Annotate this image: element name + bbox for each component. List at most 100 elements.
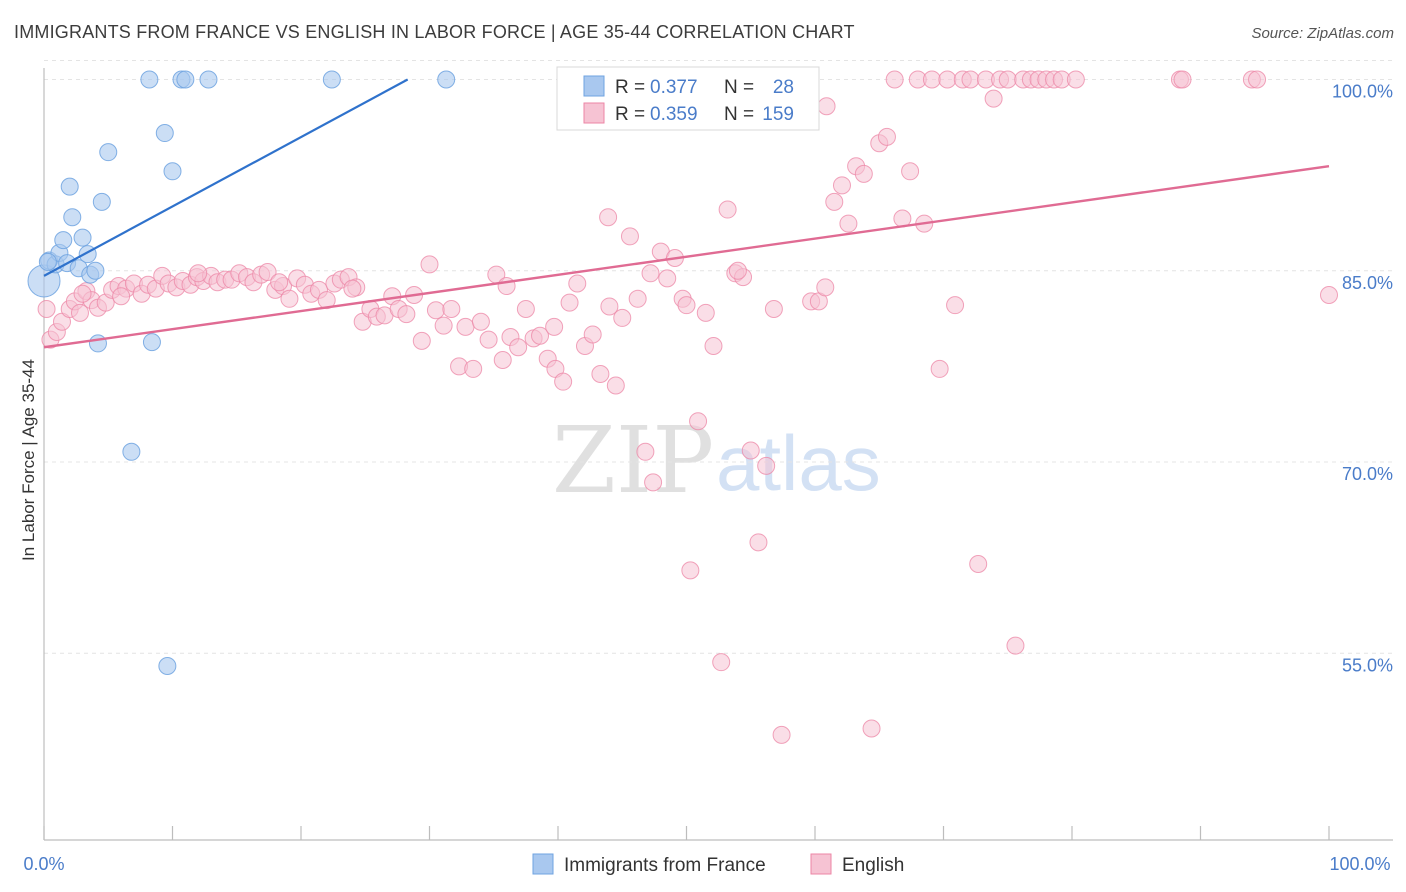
france-point	[155, 124, 174, 143]
english-point	[677, 296, 696, 315]
legend-r-label-1: R =	[615, 77, 645, 98]
y-tick-label: 85.0%	[1342, 273, 1393, 293]
france-point	[73, 228, 92, 247]
english-point	[998, 70, 1017, 89]
english-point	[545, 317, 564, 336]
legend-r-value-1: 0.377	[650, 77, 698, 98]
english-point	[442, 300, 461, 318]
english-point	[1066, 70, 1085, 89]
series-legend-label-english: English	[842, 855, 904, 876]
svg-text:atlas: atlas	[716, 419, 881, 507]
english-point	[270, 273, 289, 292]
english-point	[839, 214, 858, 233]
english-point	[397, 305, 416, 324]
legend-swatch-france	[583, 75, 605, 97]
english-point	[426, 301, 445, 320]
english-point	[456, 317, 475, 336]
english-point	[73, 284, 92, 303]
english-point	[583, 325, 602, 344]
english-point	[946, 296, 965, 315]
watermark: ZIP atlas	[552, 407, 881, 514]
english-point	[343, 279, 362, 298]
english-point	[922, 70, 941, 89]
series-legend-swatch-english	[810, 853, 832, 875]
france-point	[60, 177, 79, 196]
english-point	[420, 255, 439, 274]
france-point	[163, 162, 182, 181]
english-point	[816, 278, 835, 297]
x-tick-label-end: 100.0%	[1329, 854, 1390, 874]
france-point	[199, 70, 218, 89]
english-point	[37, 300, 56, 318]
france-point	[176, 70, 195, 89]
english-point	[1173, 70, 1192, 89]
english-point	[600, 297, 619, 316]
english-point	[112, 287, 131, 306]
france-point	[140, 70, 159, 89]
english-point	[599, 208, 618, 227]
france-point	[88, 334, 107, 353]
gridlines	[44, 60, 1393, 654]
y-tick-label: 55.0%	[1342, 655, 1393, 675]
france-point	[122, 442, 141, 461]
svg-text:ZIP: ZIP	[552, 407, 714, 514]
stats-legend: R = 0.377 N = 28 R = 0.359 N = 159	[556, 66, 820, 131]
english-point	[832, 176, 851, 195]
english-point	[764, 300, 783, 318]
france-point	[63, 208, 82, 227]
english-point	[70, 303, 89, 322]
france-point	[142, 333, 161, 352]
english-point	[825, 192, 844, 211]
english-points	[37, 70, 1338, 744]
english-point	[877, 127, 896, 146]
english-point	[718, 200, 737, 219]
english-point	[509, 338, 528, 357]
english-point	[854, 164, 873, 183]
series-legend-swatch-france	[532, 853, 554, 875]
english-point	[772, 725, 791, 744]
france-point	[38, 252, 57, 271]
english-point	[568, 274, 587, 293]
series-legend: Immigrants from France English	[532, 853, 904, 876]
france-trendline	[43, 78, 409, 277]
english-point	[628, 289, 647, 308]
source-label: Source: ZipAtlas.com	[1251, 25, 1394, 42]
legend-n-label-2: N =	[724, 104, 754, 125]
english-point	[885, 70, 904, 89]
english-point	[681, 561, 700, 580]
english-point	[984, 89, 1003, 108]
english-point	[1006, 636, 1025, 655]
english-point	[531, 326, 550, 345]
english-point	[749, 533, 768, 552]
france-point	[99, 143, 118, 162]
english-point	[620, 227, 639, 246]
english-point	[606, 376, 625, 395]
english-point	[464, 359, 483, 378]
english-point	[728, 261, 747, 280]
trendlines	[43, 78, 1330, 349]
english-point	[961, 70, 980, 89]
legend-n-label-1: N =	[724, 77, 754, 98]
y-tick-labels: 55.0% 70.0% 85.0% 100.0%	[1332, 82, 1393, 676]
france-point	[158, 657, 177, 675]
english-point	[591, 365, 610, 384]
english-point	[189, 264, 208, 283]
english-point	[636, 442, 655, 461]
english-point	[644, 473, 663, 492]
english-point	[817, 97, 836, 116]
legend-swatch-english	[583, 102, 605, 124]
english-point	[471, 312, 490, 331]
english-point	[901, 162, 920, 181]
english-point	[434, 316, 453, 335]
english-point	[938, 70, 957, 89]
france-point	[92, 192, 111, 211]
english-point	[757, 456, 776, 475]
legend-r-label-2: R =	[615, 104, 645, 125]
series-legend-label-france: Immigrants from France	[564, 855, 766, 876]
english-point	[258, 263, 277, 282]
english-point	[554, 372, 573, 391]
legend-n-value-2: 159	[762, 104, 794, 125]
chart-title: IMMIGRANTS FROM FRANCE VS ENGLISH IN LAB…	[14, 22, 855, 42]
x-tick-labels: 0.0% 100.0%	[23, 854, 1390, 874]
